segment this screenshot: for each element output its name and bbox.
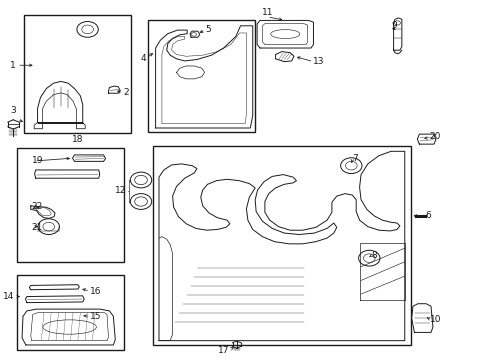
Text: 12: 12	[115, 186, 126, 195]
Bar	[17, 148, 124, 262]
Text: 15: 15	[90, 312, 102, 321]
Text: 1: 1	[10, 61, 16, 70]
Bar	[17, 275, 124, 350]
Text: 17: 17	[218, 346, 229, 355]
Bar	[153, 146, 410, 345]
Text: 13: 13	[313, 57, 325, 66]
Text: 20: 20	[428, 132, 440, 141]
Text: 2: 2	[123, 87, 128, 96]
Text: 21: 21	[32, 223, 43, 232]
Text: 4: 4	[140, 54, 145, 63]
Text: 7: 7	[351, 154, 357, 163]
Text: 19: 19	[32, 156, 43, 165]
Text: 14: 14	[3, 292, 15, 301]
Text: 18: 18	[72, 135, 83, 144]
Bar	[24, 15, 131, 134]
Text: 22: 22	[32, 202, 43, 211]
Bar	[148, 21, 255, 132]
Text: 11: 11	[261, 8, 272, 17]
Text: 16: 16	[90, 287, 102, 296]
Text: 8: 8	[371, 251, 377, 260]
Text: 3: 3	[10, 107, 16, 116]
Text: 9: 9	[390, 21, 396, 30]
Text: 6: 6	[424, 211, 430, 220]
Text: 10: 10	[429, 315, 441, 324]
Text: 5: 5	[205, 25, 211, 34]
